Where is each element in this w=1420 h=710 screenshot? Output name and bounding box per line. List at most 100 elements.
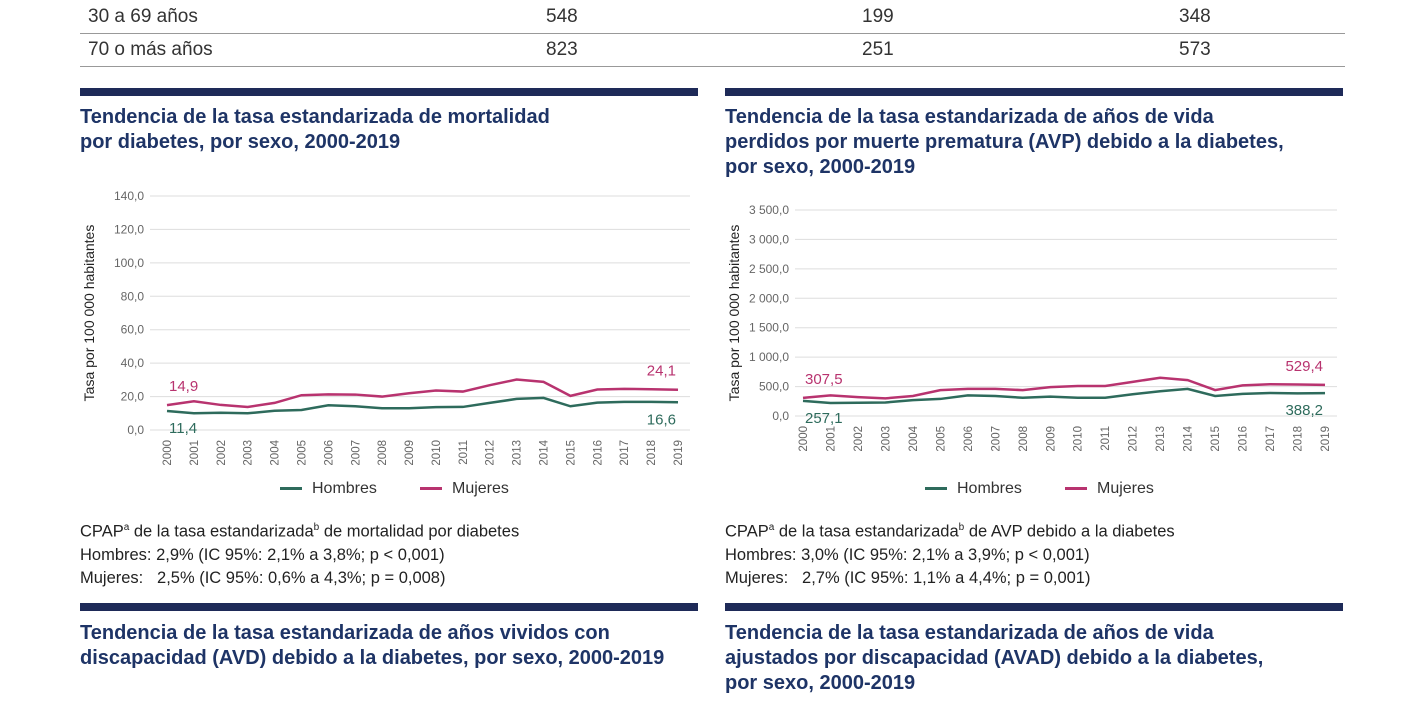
note-hombres: Hombres: 2,9% (IC 95%: 2,1% a 3,8%; p < … [80, 545, 445, 564]
mortality-chart: 0,0 20,0 40,0 60,0 80,0 100,0 120,0 140,0 Tasa p… [81, 189, 690, 466]
cell: 548 [546, 6, 578, 27]
x-tick-label: 2002 [216, 440, 228, 466]
series-line-hombres [166, 396, 679, 415]
y-axis-label: Tasa por 100 000 habitantes [81, 225, 97, 402]
section-rule [725, 88, 1343, 96]
legend-swatch [280, 487, 302, 491]
cell: 199 [862, 6, 894, 27]
legend-swatch [1065, 487, 1087, 491]
cell: 348 [1179, 6, 1211, 27]
title-line: Tendencia de la tasa estandarizada de añ… [725, 106, 1214, 128]
x-tick-label: 2019 [673, 440, 685, 466]
y-tick-label: 140,0 [114, 189, 144, 203]
y-tick-label: 1 500,0 [749, 321, 789, 335]
legend-item-hombres: Hombres [925, 480, 1022, 498]
title-line: perdidos por muerte prematura (AVP) debi… [725, 131, 1284, 153]
x-tick-label: 2014 [539, 439, 551, 465]
title-line: por sexo, 2000-2019 [725, 672, 916, 694]
x-tick-label: 2001 [825, 426, 837, 452]
x-tick-label: 2000 [798, 426, 810, 452]
x-tick-label: 2005 [296, 440, 308, 466]
cell: 573 [1179, 39, 1211, 60]
x-tick-label: 2006 [323, 440, 335, 466]
x-tick-label: 2016 [592, 440, 604, 466]
x-tick-label: 2017 [1265, 426, 1277, 452]
note-text: de la tasa estandarizada [129, 522, 314, 541]
title-line: ajustados por discapacidad (AVAD) debido… [725, 647, 1264, 669]
y-tick-label: 3 000,0 [749, 232, 789, 246]
x-tick-label: 2007 [350, 440, 362, 466]
y-tick-label: 80,0 [121, 289, 145, 303]
row-label: 30 a 69 años [88, 6, 198, 27]
y-tick-label: 120,0 [114, 222, 144, 236]
note-mujeres: Mujeres: 2,7% (IC 95%: 1,1% a 4,4%; p = … [725, 568, 1091, 587]
y-tick-label: 0,0 [127, 423, 144, 437]
x-tick-label: 2013 [1155, 426, 1167, 452]
x-tick-label: 2015 [565, 440, 577, 466]
x-tick-label: 2008 [377, 440, 389, 466]
x-tick-label: 2019 [1320, 426, 1332, 452]
x-tick-label: 2004 [908, 425, 920, 451]
x-tick-label: 2008 [1018, 426, 1030, 452]
section-rule [80, 88, 698, 96]
note-text: CPAP [725, 522, 769, 541]
x-tick-label: 2001 [189, 440, 201, 466]
series-line-mujeres [166, 378, 679, 409]
x-tick-label: 2006 [963, 426, 975, 452]
x-tick-label: 2003 [243, 440, 255, 466]
chart2-note: CPAPa de la tasa estandarizadab de AVP d… [725, 516, 1175, 590]
note-text: CPAP [80, 522, 124, 541]
data-label: 14,9 [169, 378, 198, 395]
y-tick-label: 500,0 [759, 380, 789, 394]
series-line-mujeres [802, 376, 1326, 400]
legend-item-mujeres: Mujeres [420, 480, 509, 498]
footnote-mark: a [768, 522, 775, 533]
x-tick-label: 2004 [270, 439, 282, 465]
chart2-title: Tendencia de la tasa estandarizada de añ… [725, 105, 1284, 180]
note-text: de la tasa estandarizada [774, 522, 959, 541]
footnote-mark: b [958, 522, 965, 533]
data-label: 388,2 [1285, 402, 1323, 419]
x-tick-label: 2018 [1293, 426, 1305, 452]
data-label: 257,1 [805, 410, 843, 427]
y-axis-label: Tasa por 100 000 habitantes [726, 225, 742, 402]
x-tick-label: 2003 [880, 426, 892, 452]
section-rule [80, 603, 698, 611]
title-line: por sexo, 2000-2019 [725, 156, 916, 178]
note-text: de AVP debido a la diabetes [964, 522, 1175, 541]
chart1-title: Tendencia de la tasa estandarizada de mo… [80, 105, 550, 155]
legend-item-hombres: Hombres [280, 480, 377, 498]
x-tick-label: 2015 [1210, 426, 1222, 452]
x-tick-label: 2007 [990, 426, 1002, 452]
table-row: 70 o más años 823 251 573 [80, 33, 1345, 67]
x-tick-label: 2018 [646, 440, 658, 466]
x-tick-label: 2005 [935, 426, 947, 452]
y-tick-label: 1 000,0 [749, 350, 789, 364]
x-tick-label: 2010 [431, 440, 443, 466]
table-row: 30 a 69 años 548 199 348 [80, 0, 1345, 34]
note-mujeres: Mujeres: 2,5% (IC 95%: 0,6% a 4,3%; p = … [80, 568, 446, 587]
note-text: de mortalidad por diabetes [319, 522, 520, 541]
legend-label: Mujeres [1097, 480, 1154, 497]
cell: 251 [862, 39, 894, 60]
avp-chart: 0,0 500,0 1 000,0 1 500,0 2 000,0 2 500,0 3 00… [726, 203, 1337, 452]
x-tick-label: 2009 [404, 440, 416, 466]
x-tick-label: 2010 [1073, 426, 1085, 452]
y-tick-label: 20,0 [121, 390, 145, 404]
chart3-title: Tendencia de la tasa estandarizada de añ… [80, 621, 664, 671]
x-tick-label: 2016 [1238, 426, 1250, 452]
y-tick-label: 60,0 [121, 323, 145, 337]
x-tick-label: 2011 [1100, 426, 1112, 451]
y-tick-label: 2 500,0 [749, 262, 789, 276]
legend-label: Hombres [312, 480, 377, 497]
legend-label: Mujeres [452, 480, 509, 497]
y-tick-label: 3 500,0 [749, 203, 789, 217]
x-tick-label: 2011 [458, 440, 470, 465]
title-line: discapacidad (AVD) debido a la diabetes,… [80, 647, 665, 669]
x-tick-label: 2014 [1183, 425, 1195, 451]
x-tick-label: 2002 [853, 426, 865, 452]
x-tick-label: 2013 [512, 440, 524, 466]
y-tick-label: 40,0 [121, 356, 145, 370]
title-line: Tendencia de la tasa estandarizada de añ… [80, 622, 610, 644]
data-label: 16,6 [647, 411, 676, 428]
